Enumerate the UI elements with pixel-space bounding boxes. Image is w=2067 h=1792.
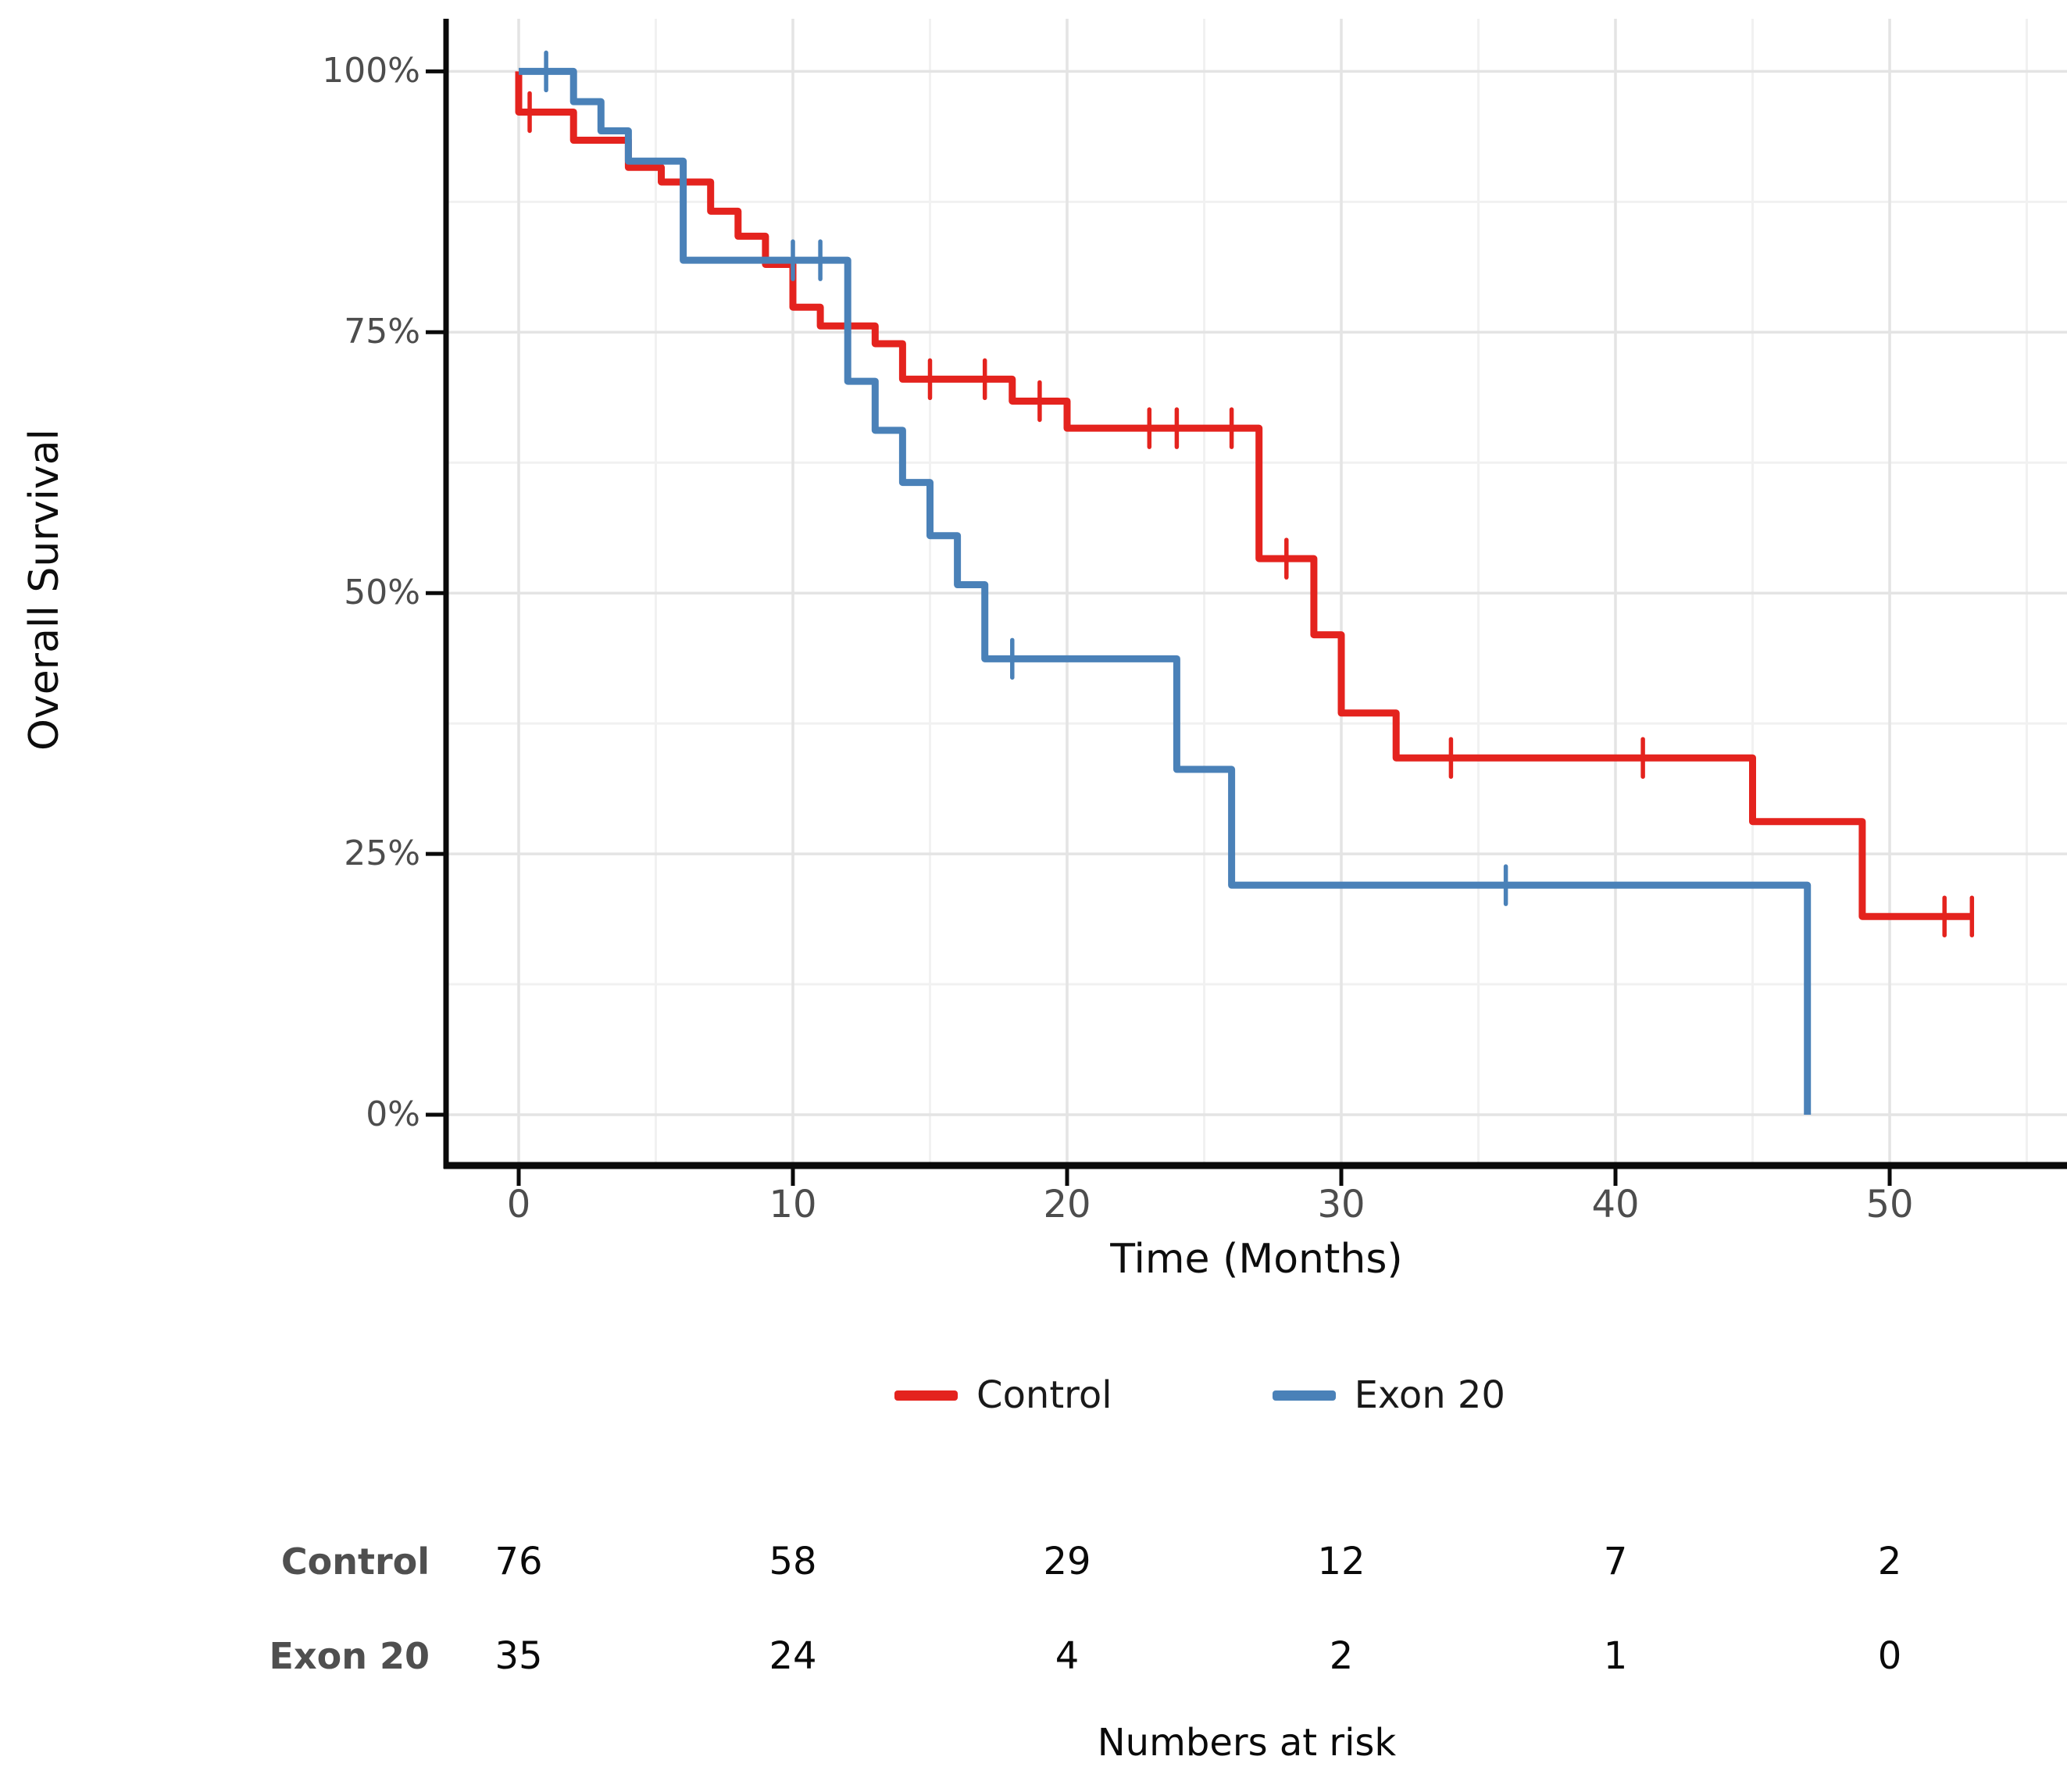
- curve-control: [515, 71, 1972, 920]
- legend-line-swatch: [1272, 1390, 1336, 1401]
- y-tick-label: 100%: [322, 51, 420, 91]
- x-tick-label: 10: [769, 1183, 817, 1226]
- legend-label: Exon 20: [1354, 1373, 1505, 1417]
- x-axis-title: Time (Months): [1110, 1236, 1403, 1283]
- risk-value: 7: [1603, 1540, 1628, 1583]
- y-axis-title: Overall Survival: [21, 428, 68, 751]
- legend-item-control: Control: [894, 1373, 1112, 1417]
- risk-row-label: Exon 20: [269, 1635, 430, 1677]
- risk-value: 76: [494, 1540, 543, 1583]
- risk-value: 58: [769, 1540, 817, 1583]
- x-tick-label: 0: [506, 1183, 531, 1226]
- curve-exon20: [519, 67, 1812, 1115]
- risk-value: 2: [1329, 1634, 1354, 1678]
- x-tick-label: 20: [1043, 1183, 1091, 1226]
- y-tick-label: 25%: [344, 834, 420, 874]
- risk-value: 24: [769, 1634, 817, 1678]
- y-tick-label: 50%: [344, 573, 420, 613]
- legend: Control Exon 20: [333, 1367, 2067, 1423]
- risk-value: 29: [1043, 1540, 1091, 1583]
- y-tick-label: 0%: [366, 1094, 420, 1134]
- risk-value: 12: [1317, 1540, 1366, 1583]
- risk-row-label: Control: [280, 1540, 430, 1583]
- legend-label: Control: [976, 1373, 1112, 1417]
- risk-value: 0: [1877, 1634, 1902, 1678]
- x-tick-label: 30: [1317, 1183, 1366, 1226]
- legend-line-swatch: [894, 1390, 959, 1401]
- y-tick-label: 75%: [344, 312, 420, 352]
- risk-value: 4: [1055, 1634, 1080, 1678]
- x-tick-label: 40: [1591, 1183, 1640, 1226]
- risk-value: 2: [1877, 1540, 1902, 1583]
- risk-table-caption: Numbers at risk: [1097, 1721, 1397, 1765]
- risk-value: 35: [494, 1634, 543, 1678]
- risk-value: 1: [1603, 1634, 1628, 1678]
- x-tick-label: 50: [1865, 1183, 1914, 1226]
- legend-item-exon20: Exon 20: [1272, 1373, 1505, 1417]
